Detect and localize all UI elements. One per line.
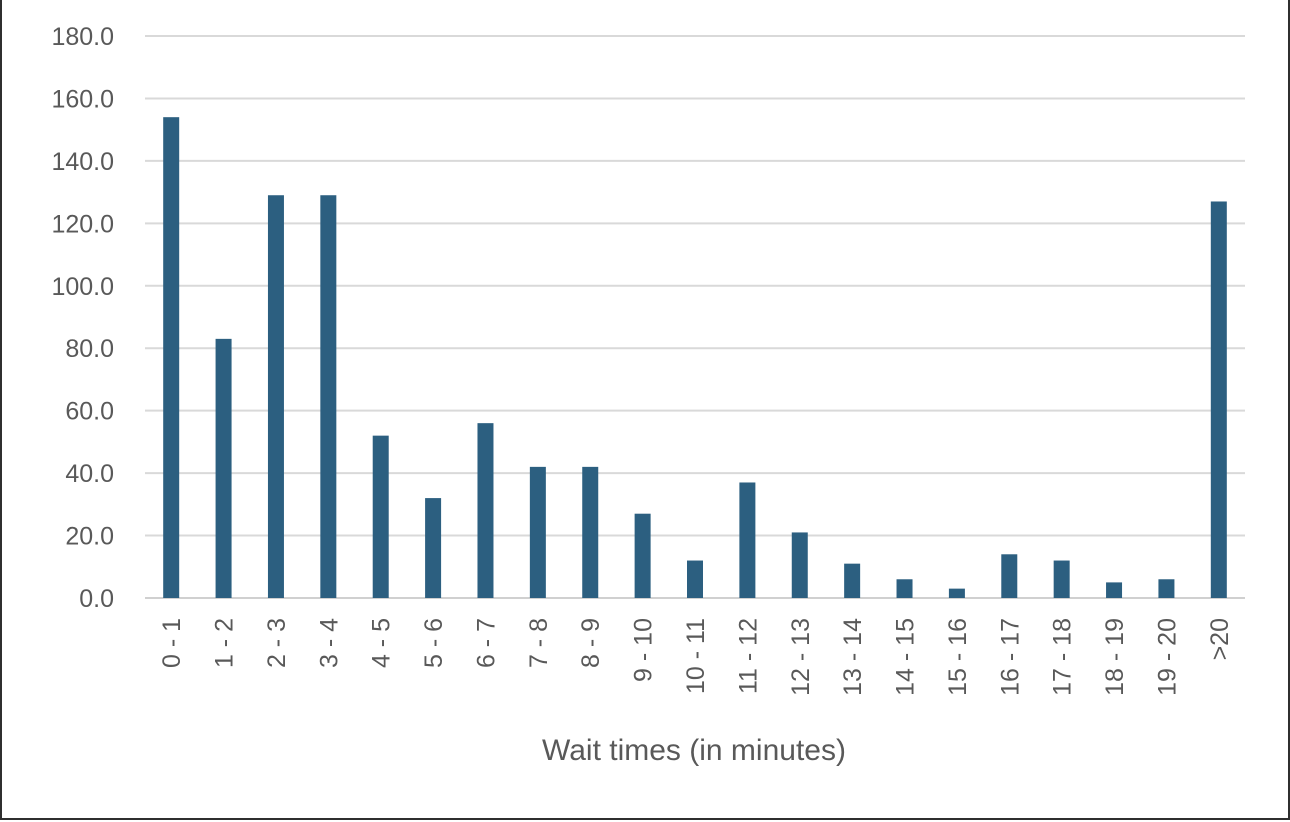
y-tick-label: 20.0 (65, 523, 114, 551)
x-tick-label: 3 - 4 (315, 618, 343, 668)
x-tick-label: 17 - 18 (1049, 618, 1077, 696)
bar (791, 532, 808, 598)
bar (634, 513, 651, 598)
x-tick-label: 7 - 8 (525, 618, 553, 668)
y-tick-label: 140.0 (51, 148, 114, 176)
bar (687, 560, 703, 598)
y-tick-label: 160.0 (51, 85, 114, 113)
x-tick-label: 6 - 7 (472, 618, 500, 668)
x-tick-label: 10 - 11 (682, 618, 710, 694)
bar (215, 338, 232, 598)
y-tick-label: 40.0 (65, 460, 114, 488)
bar (1053, 560, 1070, 598)
x-tick-label: 9 - 10 (630, 618, 658, 682)
x-tick-label: 1 - 2 (211, 618, 239, 668)
bar (844, 563, 861, 598)
bar (739, 482, 756, 598)
x-tick-label: 18 - 19 (1101, 618, 1129, 696)
bars (163, 117, 1227, 598)
x-axis-ticks: 0 - 1 1 - 2 2 - 3 3 - 4 4 - 5 5 - 6 6 - 7 7 - 8… (158, 618, 1234, 696)
bar (477, 423, 494, 598)
bar (582, 466, 599, 598)
bar (1158, 579, 1175, 598)
bar (320, 195, 337, 598)
bar (425, 498, 442, 598)
y-axis-ticks: 0.0 20.0 40.0 60.0 80.0 100.0 120.0 140.0 160.0 1… (51, 23, 114, 613)
bar (267, 195, 284, 598)
x-tick-label: >20 (1206, 618, 1234, 660)
x-tick-label: 16 - 17 (996, 618, 1024, 696)
y-tick-label: 80.0 (65, 335, 114, 363)
y-tick-label: 0.0 (79, 585, 114, 613)
y-tick-label: 120.0 (51, 210, 114, 238)
bar (1210, 201, 1227, 598)
x-tick-label: 13 - 14 (839, 618, 867, 696)
x-tick-label: 11 - 12 (734, 618, 762, 694)
x-tick-label: 5 - 6 (420, 618, 448, 668)
x-tick-label: 4 - 5 (368, 618, 396, 668)
y-tick-label: 100.0 (51, 273, 114, 301)
x-tick-label: 14 - 15 (892, 618, 920, 696)
bar (372, 435, 389, 598)
bar (896, 579, 913, 598)
y-tick-label: 180.0 (51, 23, 114, 51)
x-tick-label: 12 - 13 (787, 618, 815, 696)
x-tick-label: 15 - 16 (944, 618, 972, 696)
y-tick-label: 60.0 (65, 398, 114, 426)
x-tick-label: 19 - 20 (1153, 618, 1181, 696)
x-tick-label: 8 - 9 (577, 618, 605, 668)
x-tick-label: 2 - 3 (263, 618, 291, 668)
bar (1001, 554, 1018, 598)
x-tick-label: 0 - 1 (158, 618, 186, 668)
bar (163, 117, 180, 598)
gridlines (145, 35, 1245, 599)
bar (529, 466, 546, 598)
bar (948, 588, 965, 598)
x-axis-title: Wait times (in minutes) (542, 734, 846, 767)
bar (1106, 582, 1123, 598)
